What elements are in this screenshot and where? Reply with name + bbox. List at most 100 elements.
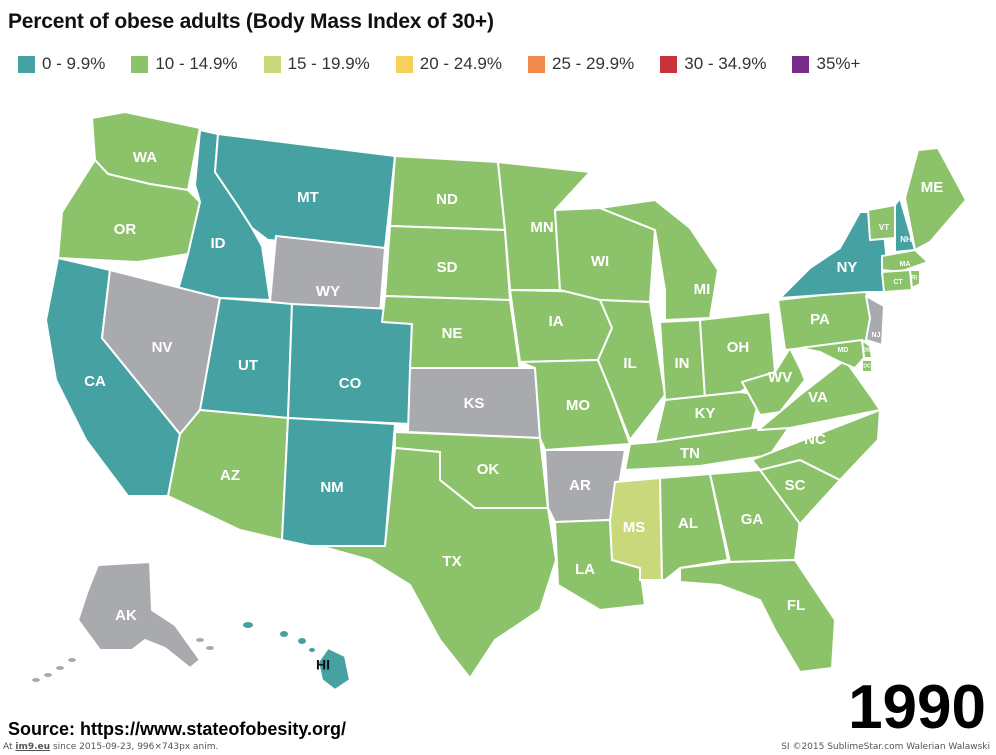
state-label-oh: OH <box>727 339 750 356</box>
state-label-hi: HI <box>316 657 330 673</box>
state-hi-islet <box>309 648 315 652</box>
state-label-nj: NJ <box>872 332 881 339</box>
labels-layer: WA OR CA ID NV MT WY UT AZ CO NM ND SD NE KS OK TX MN IA MO… <box>84 149 943 673</box>
state-label-nd: ND <box>436 191 458 208</box>
state-hi-islet <box>298 638 306 644</box>
state-hi-islet <box>243 622 253 628</box>
state-ak <box>77 561 201 669</box>
legend-swatch <box>18 55 35 73</box>
state-label-ia: IA <box>549 313 564 330</box>
state-label-vt: VT <box>879 223 889 232</box>
legend-item-2: 15 - 19.9% <box>263 54 370 74</box>
legend-swatch <box>792 55 810 73</box>
legend-item-0: 0 - 9.9% <box>18 54 105 74</box>
state-label-ut: UT <box>238 357 258 374</box>
state-label-ny: NY <box>837 259 858 276</box>
state-label-wy: WY <box>316 283 340 300</box>
legend-item-4: 25 - 29.9% <box>528 54 634 74</box>
state-ct <box>881 269 913 293</box>
state-md <box>799 339 865 369</box>
legend-item-6: 35%+ <box>792 54 860 74</box>
state-label-ri: RI <box>911 276 917 282</box>
state-label-wa: WA <box>133 149 157 166</box>
state-label-md: MD <box>838 347 849 354</box>
state-label-ks: KS <box>464 395 485 412</box>
state-label-ok: OK <box>477 461 500 478</box>
state-label-co: CO <box>339 375 362 392</box>
state-label-la: LA <box>575 561 595 578</box>
state-label-va: VA <box>808 389 828 406</box>
state-ma <box>881 249 929 273</box>
state-wv <box>741 347 806 416</box>
legend-label: 10 - 14.9% <box>155 54 238 73</box>
legend-swatch <box>660 55 678 73</box>
state-ak-islet <box>68 658 76 662</box>
legend: 0 - 9.9% 10 - 14.9% 15 - 19.9% 20 - 24.9… <box>18 53 886 75</box>
state-ak-islet <box>56 666 64 670</box>
footer-left-text: since 2015-09-23, 996×743px anim. <box>52 742 219 752</box>
state-label-ma: MA <box>900 261 911 268</box>
state-fl <box>679 559 836 673</box>
state-label-id: ID <box>211 235 226 252</box>
state-hi-islet <box>280 631 288 637</box>
state-label-ca: CA <box>84 373 106 390</box>
state-me <box>904 147 967 251</box>
state-label-sc: SC <box>785 477 806 494</box>
state-label-ga: GA <box>741 511 764 528</box>
state-tx <box>319 447 557 679</box>
state-va <box>757 359 881 431</box>
state-label-sd: SD <box>437 259 458 276</box>
state-label-me: ME <box>921 179 944 196</box>
state-ak-islet <box>206 646 214 650</box>
state-label-wv: WV <box>768 369 792 386</box>
state-ak-islet <box>32 678 40 682</box>
footer-credit: SI ©2015 SublimeStar.com Walerian Walaws… <box>781 742 990 752</box>
state-ky <box>654 391 761 443</box>
state-label-mt: MT <box>297 189 319 206</box>
legend-label: 15 - 19.9% <box>287 54 370 73</box>
state-label-pa: PA <box>810 311 830 328</box>
state-label-nm: NM <box>320 479 343 496</box>
legend-label: 20 - 24.9% <box>419 54 503 73</box>
state-label-al: AL <box>678 515 698 532</box>
map-title: Percent of obese adults (Body Mass Index… <box>8 10 494 33</box>
state-nj <box>865 295 885 346</box>
states-layer <box>32 111 967 691</box>
state-label-az: AZ <box>220 467 240 484</box>
legend-item-1: 10 - 14.9% <box>131 54 238 74</box>
legend-label: 30 - 34.9% <box>684 54 767 73</box>
state-label-mo: MO <box>566 397 590 414</box>
state-dc <box>861 359 873 373</box>
state-ri <box>909 269 921 289</box>
state-ak-islet <box>44 673 52 677</box>
legend-swatch <box>528 55 546 73</box>
state-label-wi: WI <box>591 253 609 270</box>
legend-swatch <box>263 55 281 73</box>
legend-label: 35%+ <box>816 54 861 73</box>
legend-item-3: 20 - 24.9% <box>395 54 503 74</box>
state-label-ar: AR <box>569 477 591 494</box>
state-label-dc: DC <box>863 363 871 369</box>
footer-site-link[interactable]: im9.eu <box>15 742 51 752</box>
legend-label: 0 - 9.9% <box>42 54 106 73</box>
state-label-ct: CT <box>893 279 903 286</box>
state-label-mn: MN <box>530 219 553 236</box>
footer-left: At im9.eu since 2015-09-23, 996×743px an… <box>3 742 218 752</box>
state-label-in: IN <box>675 355 690 372</box>
state-label-or: OR <box>114 221 137 238</box>
state-label-nv: NV <box>152 339 173 356</box>
state-label-fl: FL <box>787 597 805 614</box>
state-label-de: DE <box>864 347 872 353</box>
footer-at: At <box>3 742 13 752</box>
legend-swatch <box>395 55 413 73</box>
state-tn <box>624 425 791 471</box>
state-label-ak: AK <box>115 607 137 624</box>
state-label-il: IL <box>623 355 636 372</box>
footer-bar: At im9.eu since 2015-09-23, 996×743px an… <box>0 740 996 755</box>
legend-item-5: 30 - 34.9% <box>660 54 766 74</box>
state-label-ky: KY <box>695 405 716 422</box>
source-text: Source: https://www.stateofobesity.org/ <box>8 719 347 739</box>
year-label: 1990 <box>848 673 986 742</box>
state-label-nh: NH <box>900 235 912 244</box>
